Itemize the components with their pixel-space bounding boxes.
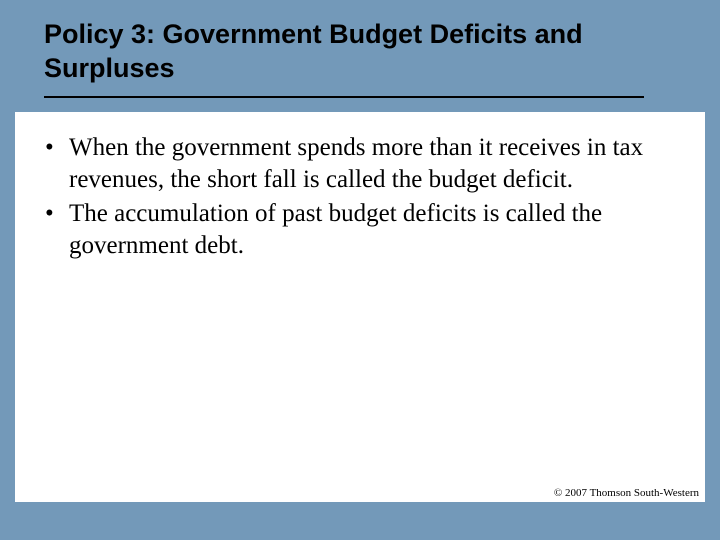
slide-title: Policy 3: Government Budget Deficits and… — [44, 18, 690, 86]
bullet-list: When the government spends more than it … — [37, 132, 679, 262]
bullet-item: The accumulation of past budget deficits… — [37, 198, 679, 262]
title-underline — [44, 96, 644, 98]
slide: Policy 3: Government Budget Deficits and… — [0, 0, 720, 540]
title-container: Policy 3: Government Budget Deficits and… — [0, 0, 720, 94]
bullet-item: When the government spends more than it … — [37, 132, 679, 196]
content-box: When the government spends more than it … — [15, 112, 705, 502]
copyright-text: © 2007 Thomson South-Western — [554, 487, 699, 499]
